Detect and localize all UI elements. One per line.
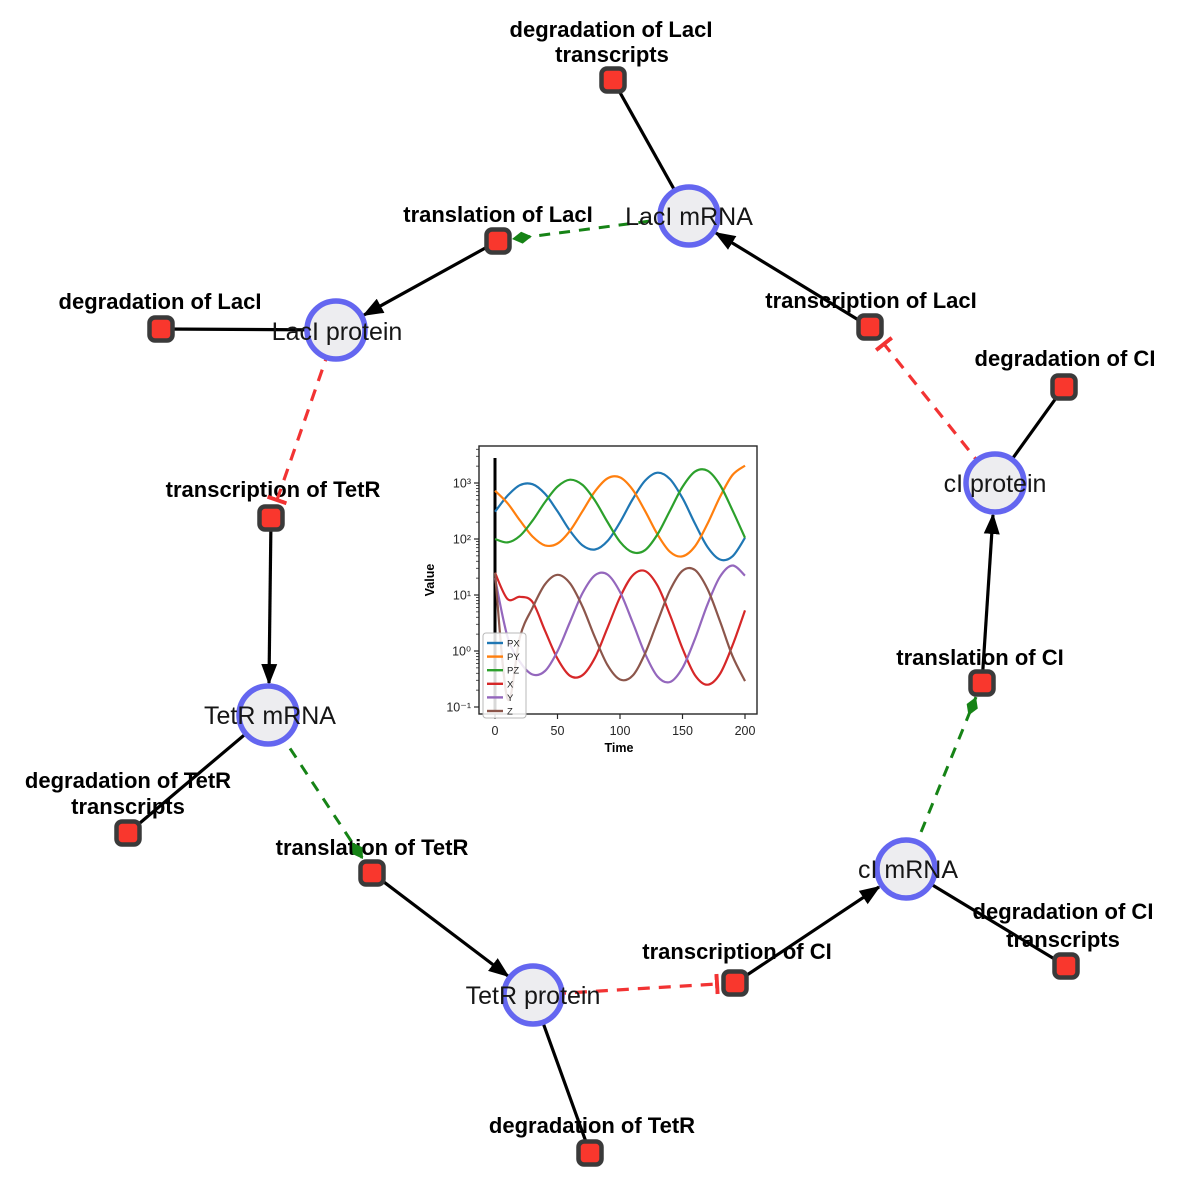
chart-series-px [494,471,746,562]
reaction-label-degradation-tetr-transcripts-line1: degradation of TetR [25,768,231,793]
chart-legend-label-px: PX [507,639,520,650]
species-node-laci-mrna[interactable] [657,184,721,248]
species-label-tetr-mrna: TetR mRNA [204,702,336,730]
reaction-node-degradation-ci-transcripts[interactable] [1052,952,1080,980]
reaction-nodes [114,66,1080,1167]
chart-y-tick-label: 10⁻¹ [446,701,471,715]
reaction-label-degradation-tetr-transcripts-line2: transcripts [71,794,185,819]
reaction-label-degradation-ci-transcripts-line1: degradation of CI [973,899,1154,924]
species-label-laci-protein: LacI protein [272,318,403,346]
edge-product-transcription-tetr-to-tetr-mrna [261,517,278,685]
species-node-tetr-mrna[interactable] [236,683,300,747]
chart-series-pz [494,468,747,555]
reaction-label-degradation-laci-transcripts-line1: degradation of LacI [510,17,713,42]
chart-legend-label-y: Y [507,693,514,704]
reaction-label-translation-laci: translation of LacI [403,202,592,227]
species-labels: LacI mRNA LacI protein cI protein TetR m… [204,203,1046,1010]
chart-legend-label-py: PY [507,652,520,663]
reaction-label-degradation-laci-transcripts-line2: transcripts [555,42,669,67]
species-node-tetr-protein[interactable] [501,963,565,1027]
reaction-node-degradation-ci[interactable] [1050,373,1078,401]
reaction-label-degradation-ci: degradation of CI [975,346,1156,371]
reaction-node-degradation-tetr-transcripts[interactable] [114,819,142,847]
edge-product-translation-tetr-to-tetr-protein [371,871,510,978]
chart-x-axis-label: Time [605,741,634,755]
reaction-node-translation-tetr[interactable] [358,859,386,887]
chart-y-tick-label: 10³ [453,477,471,491]
reaction-label-transcription-laci: transcription of LacI [765,288,976,313]
edge-product-translation-laci-to-laci-protein [362,239,499,317]
chart-series-x [493,569,747,686]
chart-legend-label-x: X [507,679,514,690]
reaction-label-degradation-laci: degradation of LacI [59,289,262,314]
species-label-ci-protein: cI protein [944,470,1047,498]
edge-product-translation-ci-to-ci-protein [980,513,1000,684]
species-node-ci-protein[interactable] [963,451,1027,515]
chart-x-tick-label: 0 [492,724,499,738]
edge-product-transcription-laci-to-laci-mrna [714,231,871,329]
reaction-label-degradation-tetr: degradation of TetR [489,1113,695,1138]
reaction-node-degradation-laci[interactable] [147,315,175,343]
chart-y-tick-label: 10² [453,533,471,547]
chart-y-axis-label: Value [423,564,437,597]
chart-legend-label-z: Z [507,707,513,718]
edge-product-transcription-ci-to-ci-mrna [734,885,881,985]
inset-chart: 10⁻¹ 10⁰ 10¹ 10² 10³ 0 50 100 150 200 Time Value PX P… [423,445,758,755]
reaction-label-translation-ci: translation of CI [896,645,1063,670]
reaction-node-transcription-ci[interactable] [721,969,749,997]
chart-series-y [493,564,746,684]
chart-x-tick-label: 50 [551,724,565,738]
species-label-tetr-protein: TetR protein [466,982,601,1010]
reaction-label-transcription-tetr: transcription of TetR [166,477,381,502]
species-nodes [236,184,1027,1027]
reaction-node-transcription-tetr[interactable] [257,504,285,532]
chart-legend-label-pz: PZ [507,666,519,677]
species-node-laci-protein[interactable] [304,298,368,362]
chart-frame [478,445,758,715]
chart-x-tick-label: 200 [735,724,756,738]
reaction-labels: degradation of LacI transcripts translat… [25,17,1156,1138]
chart-x-tick-label: 150 [672,724,693,738]
reaction-node-translation-ci[interactable] [968,669,996,697]
reaction-node-transcription-laci[interactable] [856,313,884,341]
reaction-node-degradation-laci-transcripts[interactable] [599,66,627,94]
reaction-node-degradation-tetr[interactable] [576,1139,604,1167]
chart-series-py [494,464,746,558]
species-node-ci-mrna[interactable] [874,837,938,901]
reaction-node-translation-laci[interactable] [484,227,512,255]
chart-x-tick-label: 100 [610,724,631,738]
species-label-ci-mrna: cI mRNA [858,856,958,884]
chart-y-tick-label: 10⁰ [452,645,471,659]
reaction-label-transcription-ci: transcription of CI [642,939,831,964]
chart-series-z [493,566,746,702]
reaction-label-translation-tetr: translation of TetR [276,835,469,860]
chart-y-tick-label: 10¹ [453,589,471,603]
species-label-laci-mrna: LacI mRNA [625,203,753,231]
